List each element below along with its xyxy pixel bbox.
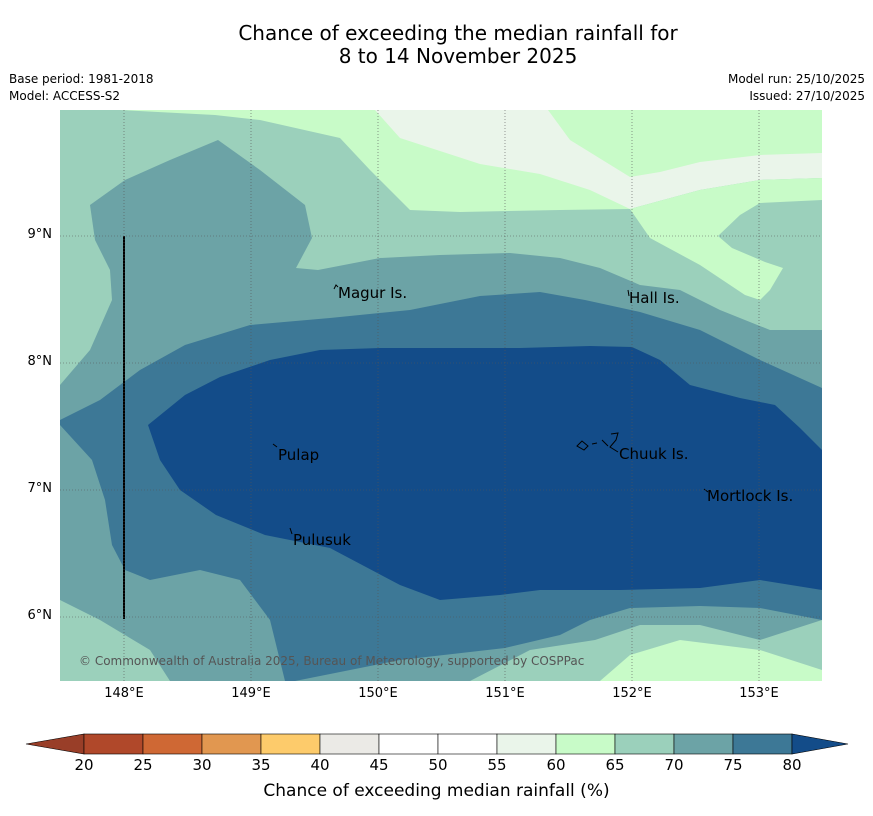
- y-tick-label: 8°N: [27, 354, 53, 369]
- colorbar-tick-label: 30: [192, 756, 212, 774]
- x-tick-label: 149°E: [231, 686, 271, 701]
- colorbar-segment: [555, 733, 616, 755]
- colorbar-segment: [260, 733, 321, 755]
- colorbar-tick-label: 25: [133, 756, 153, 774]
- colorbar-tick-label: 65: [605, 756, 625, 774]
- colorbar-under-arrow: [25, 733, 85, 755]
- colorbar-segment: [142, 733, 203, 755]
- band-over-80: [148, 346, 822, 600]
- colorbar-tick-label: 20: [74, 756, 94, 774]
- colorbar: [25, 733, 849, 755]
- contour-layer: [60, 110, 822, 681]
- label-chuuk: Chuuk Is.: [619, 445, 688, 463]
- colorbar-tick-label: 45: [369, 756, 389, 774]
- y-tick-label: 9°N: [27, 227, 53, 242]
- model-name: Model: ACCESS-S2: [9, 89, 121, 103]
- meta-left: Base period: 1981-2018 Model: ACCESS-S2: [9, 71, 154, 105]
- gridlines: [60, 110, 822, 681]
- colorbar-segment: [201, 733, 262, 755]
- label-magur: Magur Is.: [338, 284, 407, 302]
- base-period: Base period: 1981-2018: [9, 72, 154, 86]
- title-line-1: Chance of exceeding the median rainfall …: [238, 21, 678, 45]
- colorbar-tick-label: 40: [310, 756, 330, 774]
- label-pulusuk: Pulusuk: [293, 531, 351, 549]
- x-tick-label: 148°E: [104, 686, 144, 701]
- colorbar-tick-label: 60: [546, 756, 566, 774]
- colorbar-segment: [83, 733, 144, 755]
- issued-date: Issued: 27/10/2025: [749, 89, 865, 103]
- title-line-2: 8 to 14 November 2025: [338, 44, 578, 68]
- colorbar-title: Chance of exceeding median rainfall (%): [263, 781, 610, 801]
- colorbar-tick-label: 70: [664, 756, 684, 774]
- label-hall: Hall Is.: [629, 289, 680, 307]
- x-tick-label: 153°E: [739, 686, 779, 701]
- colorbar-tick-label: 75: [723, 756, 743, 774]
- colorbar-segment: [437, 733, 498, 755]
- x-tick-label: 150°E: [358, 686, 398, 701]
- label-mortlock: Mortlock Is.: [707, 487, 793, 505]
- label-pulap: Pulap: [278, 446, 319, 464]
- colorbar-segment: [496, 733, 557, 755]
- colorbar-segment: [378, 733, 439, 755]
- y-tick-label: 7°N: [27, 481, 53, 496]
- band-55-60: [375, 110, 822, 209]
- y-tick-label: 6°N: [27, 608, 53, 623]
- colorbar-segment: [319, 733, 380, 755]
- band-60-65-upper: [630, 178, 822, 300]
- island-outlines: [272, 284, 709, 535]
- colorbar-segment: [614, 733, 675, 755]
- map-title: Chance of exceeding the median rainfall …: [0, 22, 873, 68]
- colorbar-over-arrow: [791, 733, 849, 755]
- colorbar-tick-label: 50: [428, 756, 448, 774]
- colorbar-segment: [732, 733, 793, 755]
- x-tick-label: 152°E: [612, 686, 652, 701]
- x-tick-label: 151°E: [485, 686, 525, 701]
- colorbar-tick-label: 55: [487, 756, 507, 774]
- colorbar-tick-label: 80: [782, 756, 802, 774]
- model-run: Model run: 25/10/2025: [727, 72, 865, 86]
- colorbar-tick-label: 35: [251, 756, 271, 774]
- band-60-65-lower: [600, 640, 822, 681]
- copyright-notice: © Commonwealth of Australia 2025, Bureau…: [79, 654, 584, 668]
- colorbar-segment: [673, 733, 734, 755]
- meta-right: Model run: 25/10/2025 Issued: 27/10/2025: [728, 71, 865, 105]
